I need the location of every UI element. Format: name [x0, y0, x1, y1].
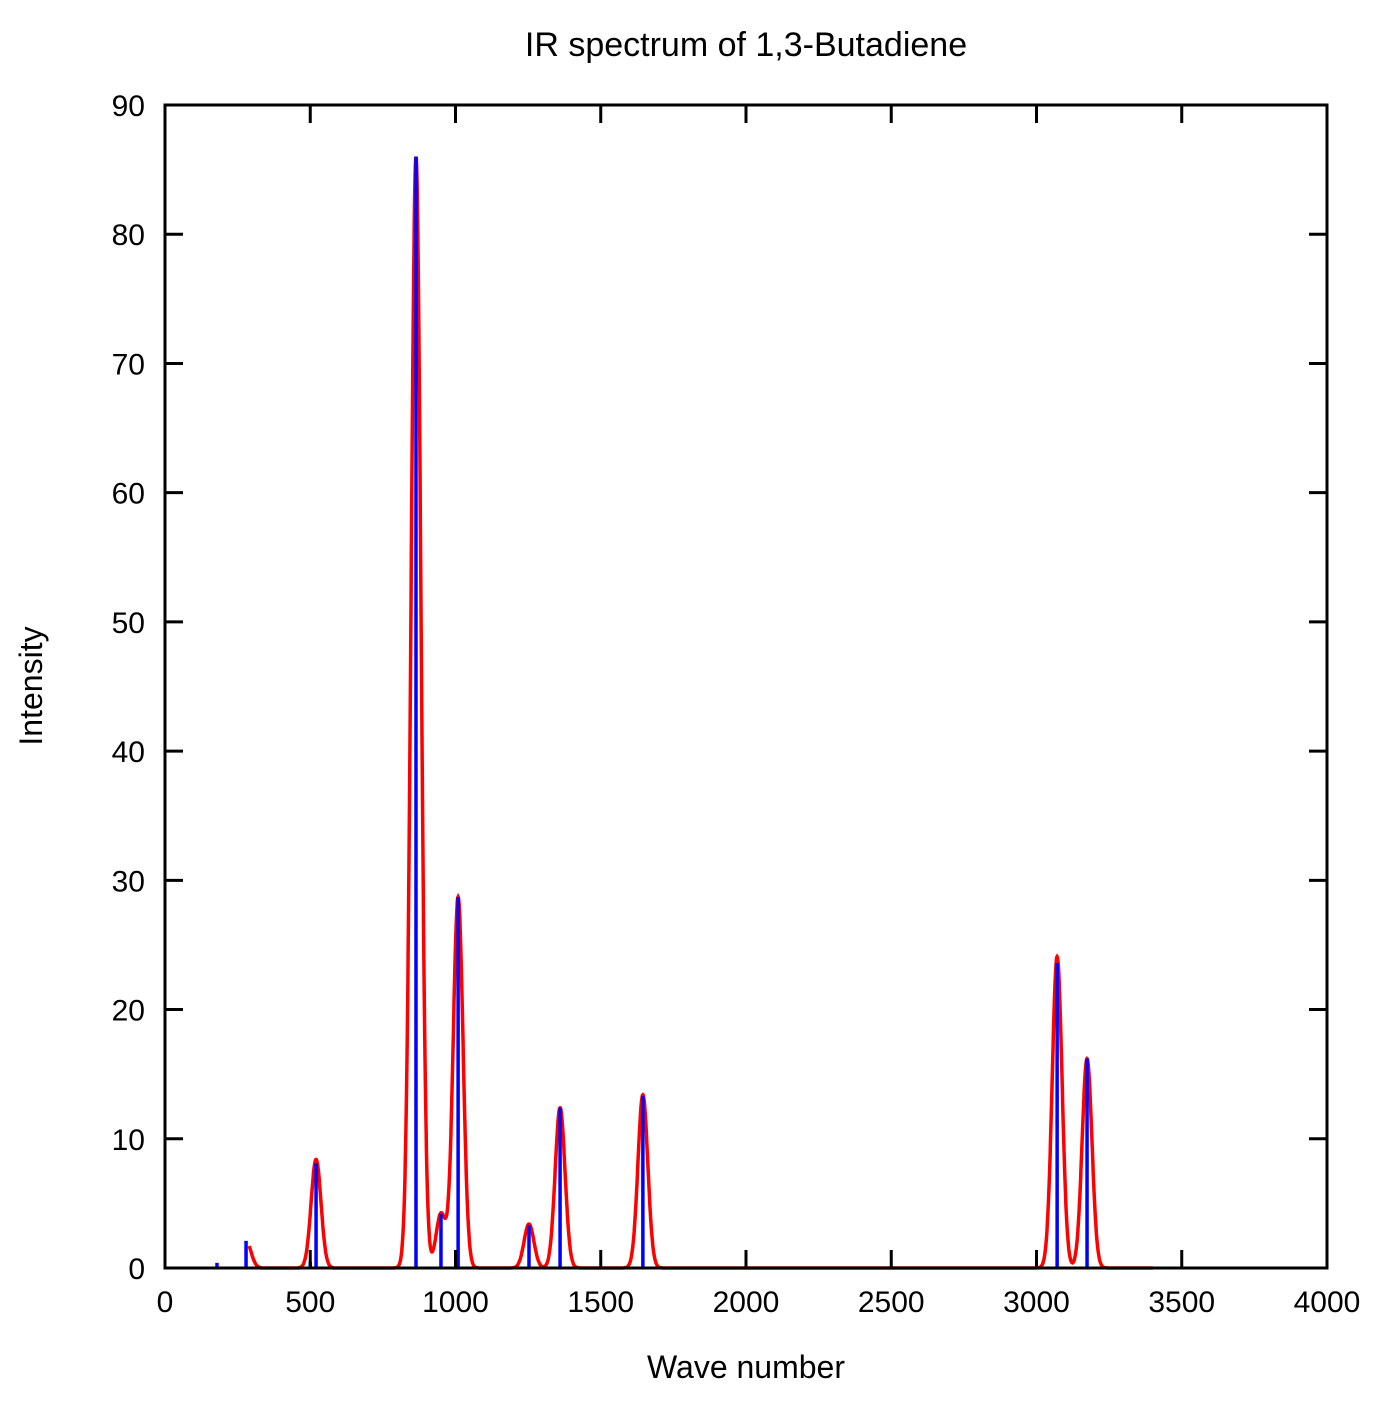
- x-axis-label: Wave number: [647, 1349, 845, 1385]
- y-tick-label: 70: [112, 348, 145, 381]
- axes: 0 500 1000 1500 2000 2500 3000 3500 4000 0 10 20 30 4…: [112, 90, 1361, 1319]
- y-tick-label: 90: [112, 90, 145, 123]
- x-tick-label: 3000: [1003, 1286, 1070, 1319]
- y-tick-label: 50: [112, 607, 145, 640]
- chart-title: IR spectrum of 1,3-Butadiene: [524, 26, 968, 64]
- y-tick-label: 0: [128, 1253, 145, 1286]
- x-tick-label: 0: [157, 1286, 174, 1319]
- y-tick-label: 30: [112, 865, 145, 898]
- broadened-spectrum-line: [247, 156, 1153, 1270]
- y-tick-label: 60: [112, 478, 145, 511]
- y-tick-label: 40: [112, 736, 145, 769]
- plot-frame: [163, 103, 1329, 1270]
- x-tick-label: 4000: [1294, 1286, 1361, 1319]
- x-tick-label: 500: [285, 1286, 335, 1319]
- y-tick-label: 80: [112, 219, 145, 252]
- y-tick-label: 10: [112, 1124, 145, 1157]
- x-tick-label: 2500: [858, 1286, 925, 1319]
- x-tick-label: 3500: [1148, 1286, 1215, 1319]
- y-axis-label: Intensity: [13, 626, 49, 745]
- y-tick-label: 20: [112, 995, 145, 1028]
- x-tick-label: 1500: [567, 1286, 634, 1319]
- x-tick-label: 2000: [713, 1286, 780, 1319]
- plot-area: [215, 156, 1153, 1270]
- x-tick-label: 1000: [422, 1286, 489, 1319]
